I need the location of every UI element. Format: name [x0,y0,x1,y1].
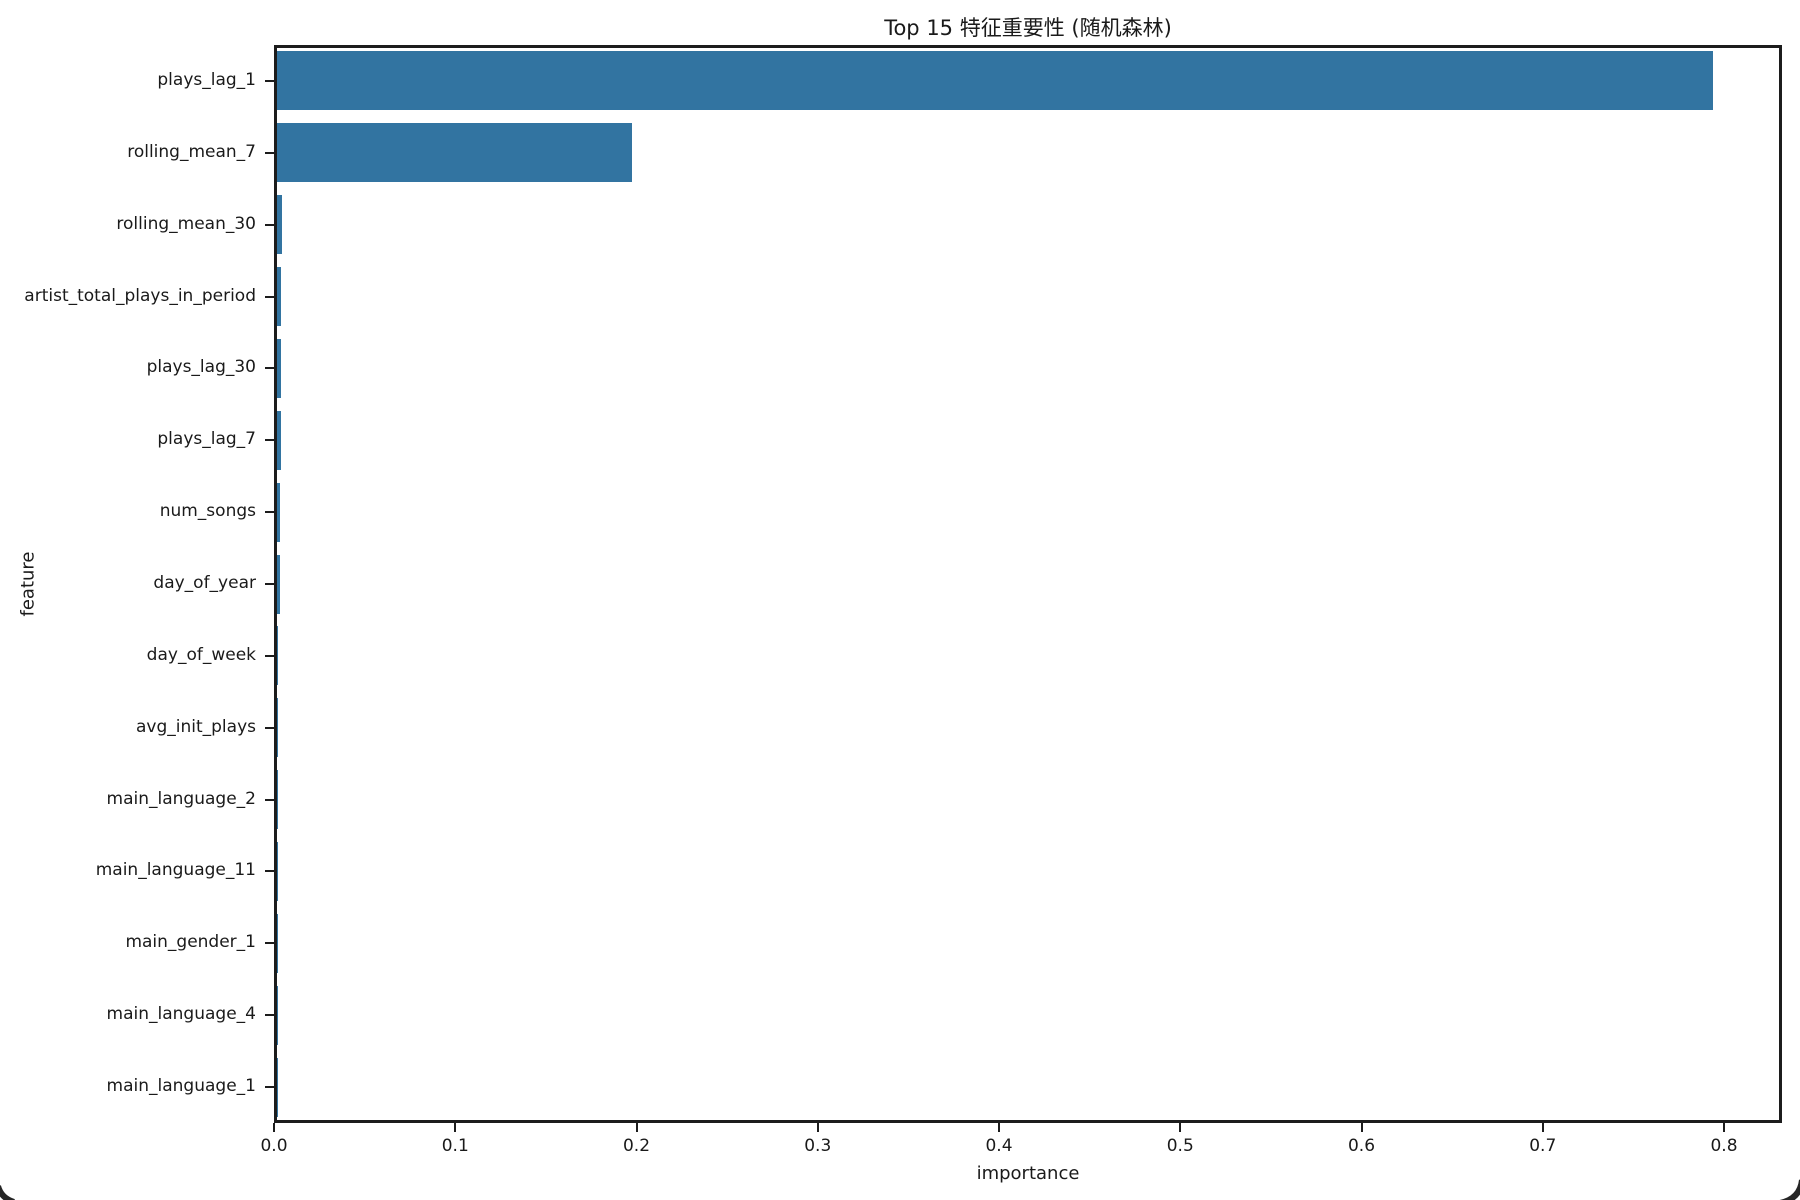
xtick-mark [454,1123,457,1132]
xtick-mark [816,1123,819,1132]
ytick-label: artist_total_plays_in_period [24,285,256,306]
ytick-mark [265,151,274,154]
ytick-label: num_songs [159,501,256,522]
bar-main_language_2 [277,770,278,830]
xtick-label: 0.4 [985,1136,1013,1156]
ytick-mark [265,798,274,801]
ytick-label: rolling_mean_7 [127,141,256,162]
bar-plays_lag_7 [277,410,281,470]
ytick-label: main_gender_1 [125,932,256,953]
ytick-label: plays_lag_1 [157,69,256,90]
ytick-label: rolling_mean_30 [116,213,256,234]
ytick-mark [265,1086,274,1089]
xtick-label: 0.0 [260,1136,288,1156]
screen-corner-bottom-right [1779,1179,1800,1200]
ytick-mark [265,654,274,657]
xtick-mark [1541,1123,1544,1132]
xtick-label: 0.8 [1710,1136,1738,1156]
ytick-mark [265,367,274,370]
ytick-mark [265,726,274,729]
xtick-label: 0.2 [622,1136,651,1156]
ytick-mark [265,583,274,585]
bar-day_of_week [277,626,279,686]
ytick-label: day_of_week [146,644,256,665]
screen-corner-bottom-left [0,1185,16,1200]
ytick-label: plays_lag_30 [146,357,256,378]
xtick-label: 0.5 [1166,1136,1194,1156]
plot-area [274,45,1782,1123]
bar-num_songs [277,482,281,542]
ytick-mark [265,439,274,442]
bar-avg_init_plays [277,698,279,758]
bar-rolling_mean_7 [277,123,633,183]
ytick-mark [265,295,274,298]
ytick-mark [265,942,274,945]
ytick-label: main_language_1 [106,1076,256,1097]
bar-main_language_11 [277,841,278,901]
xtick-label: 0.3 [804,1136,832,1156]
bar-main_gender_1 [277,913,278,973]
x-axis-label: importance [976,1163,1080,1184]
ytick-mark [265,79,274,82]
ytick-label: day_of_year [153,573,256,593]
ytick-label: main_language_2 [106,788,256,809]
xtick-label: 0.7 [1529,1136,1557,1156]
xtick-label: 0.6 [1347,1136,1376,1156]
xtick-label: 0.1 [441,1136,469,1156]
bar-artist_total_plays_in_period [277,267,282,327]
xtick-mark [998,1123,1000,1132]
ytick-label: plays_lag_7 [157,429,256,450]
ytick-mark [265,1014,274,1017]
xtick-mark [1179,1123,1182,1132]
bar-plays_lag_1 [277,51,1713,111]
ytick-mark [265,511,274,514]
bar-rolling_mean_30 [277,195,282,255]
ytick-label: main_language_11 [95,860,256,881]
ytick-label: main_language_4 [106,1004,256,1025]
bar-plays_lag_30 [277,338,282,398]
chart-title: Top 15 特征重要性 (随机森林) [884,16,1172,40]
xtick-mark [635,1123,638,1132]
bar-day_of_year [277,554,281,614]
xtick-mark [1723,1123,1725,1132]
xtick-mark [273,1123,275,1132]
ytick-mark [265,870,274,873]
ytick-mark [265,223,274,226]
ytick-label: avg_init_plays [135,716,256,737]
xtick-mark [1360,1123,1363,1132]
